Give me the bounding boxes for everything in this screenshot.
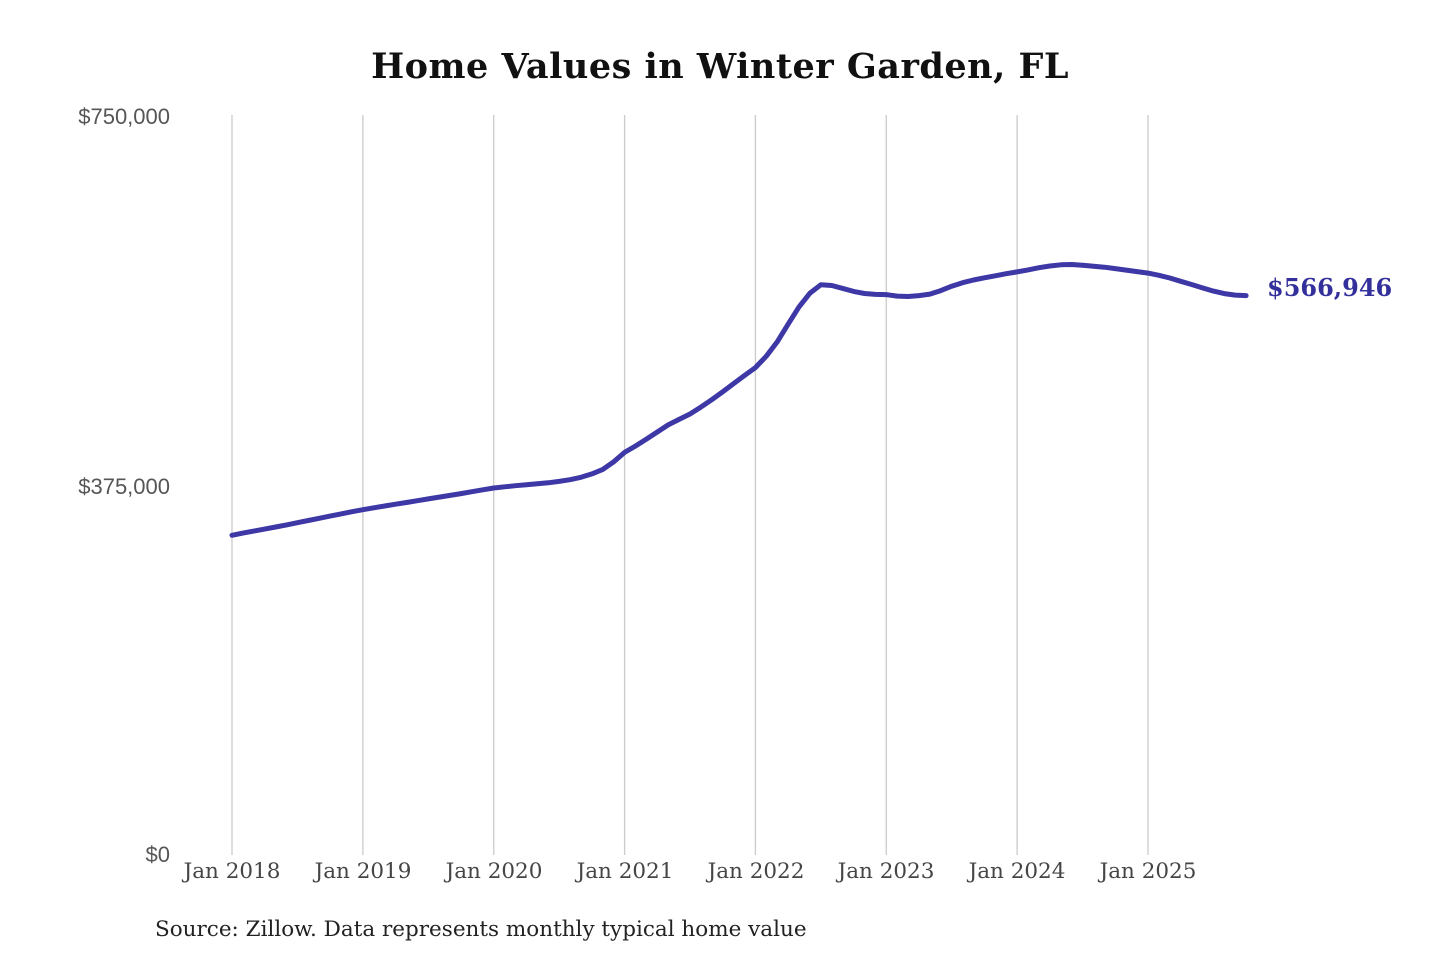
y-axis-tick-0: $0: [145, 842, 170, 867]
x-axis-tick-jan-2023: Jan 2023: [837, 859, 935, 884]
x-axis-tick-jan-2022: Jan 2022: [707, 859, 805, 884]
chart-title: Home Values in Winter Garden, FL: [371, 46, 1069, 87]
vertical-gridlines: [231, 115, 1149, 855]
x-axis-tick-jan-2018: Jan 2018: [183, 859, 281, 884]
y-axis-tick-375000: $375,000: [78, 474, 170, 499]
x-axis-tick-jan-2025: Jan 2025: [1099, 859, 1197, 884]
source-note: Source: Zillow. Data represents monthly …: [155, 917, 807, 942]
x-axis-tick-jan-2024: Jan 2024: [968, 859, 1066, 884]
x-axis-tick-jan-2020: Jan 2020: [445, 859, 543, 884]
latest-value-label: $566,946: [1267, 273, 1393, 302]
y-axis-tick-750000: $750,000: [78, 104, 170, 129]
value-line: [229, 262, 1249, 538]
x-axis-tick-jan-2021: Jan 2021: [576, 859, 674, 884]
x-axis-tick-jan-2019: Jan 2019: [314, 859, 412, 884]
